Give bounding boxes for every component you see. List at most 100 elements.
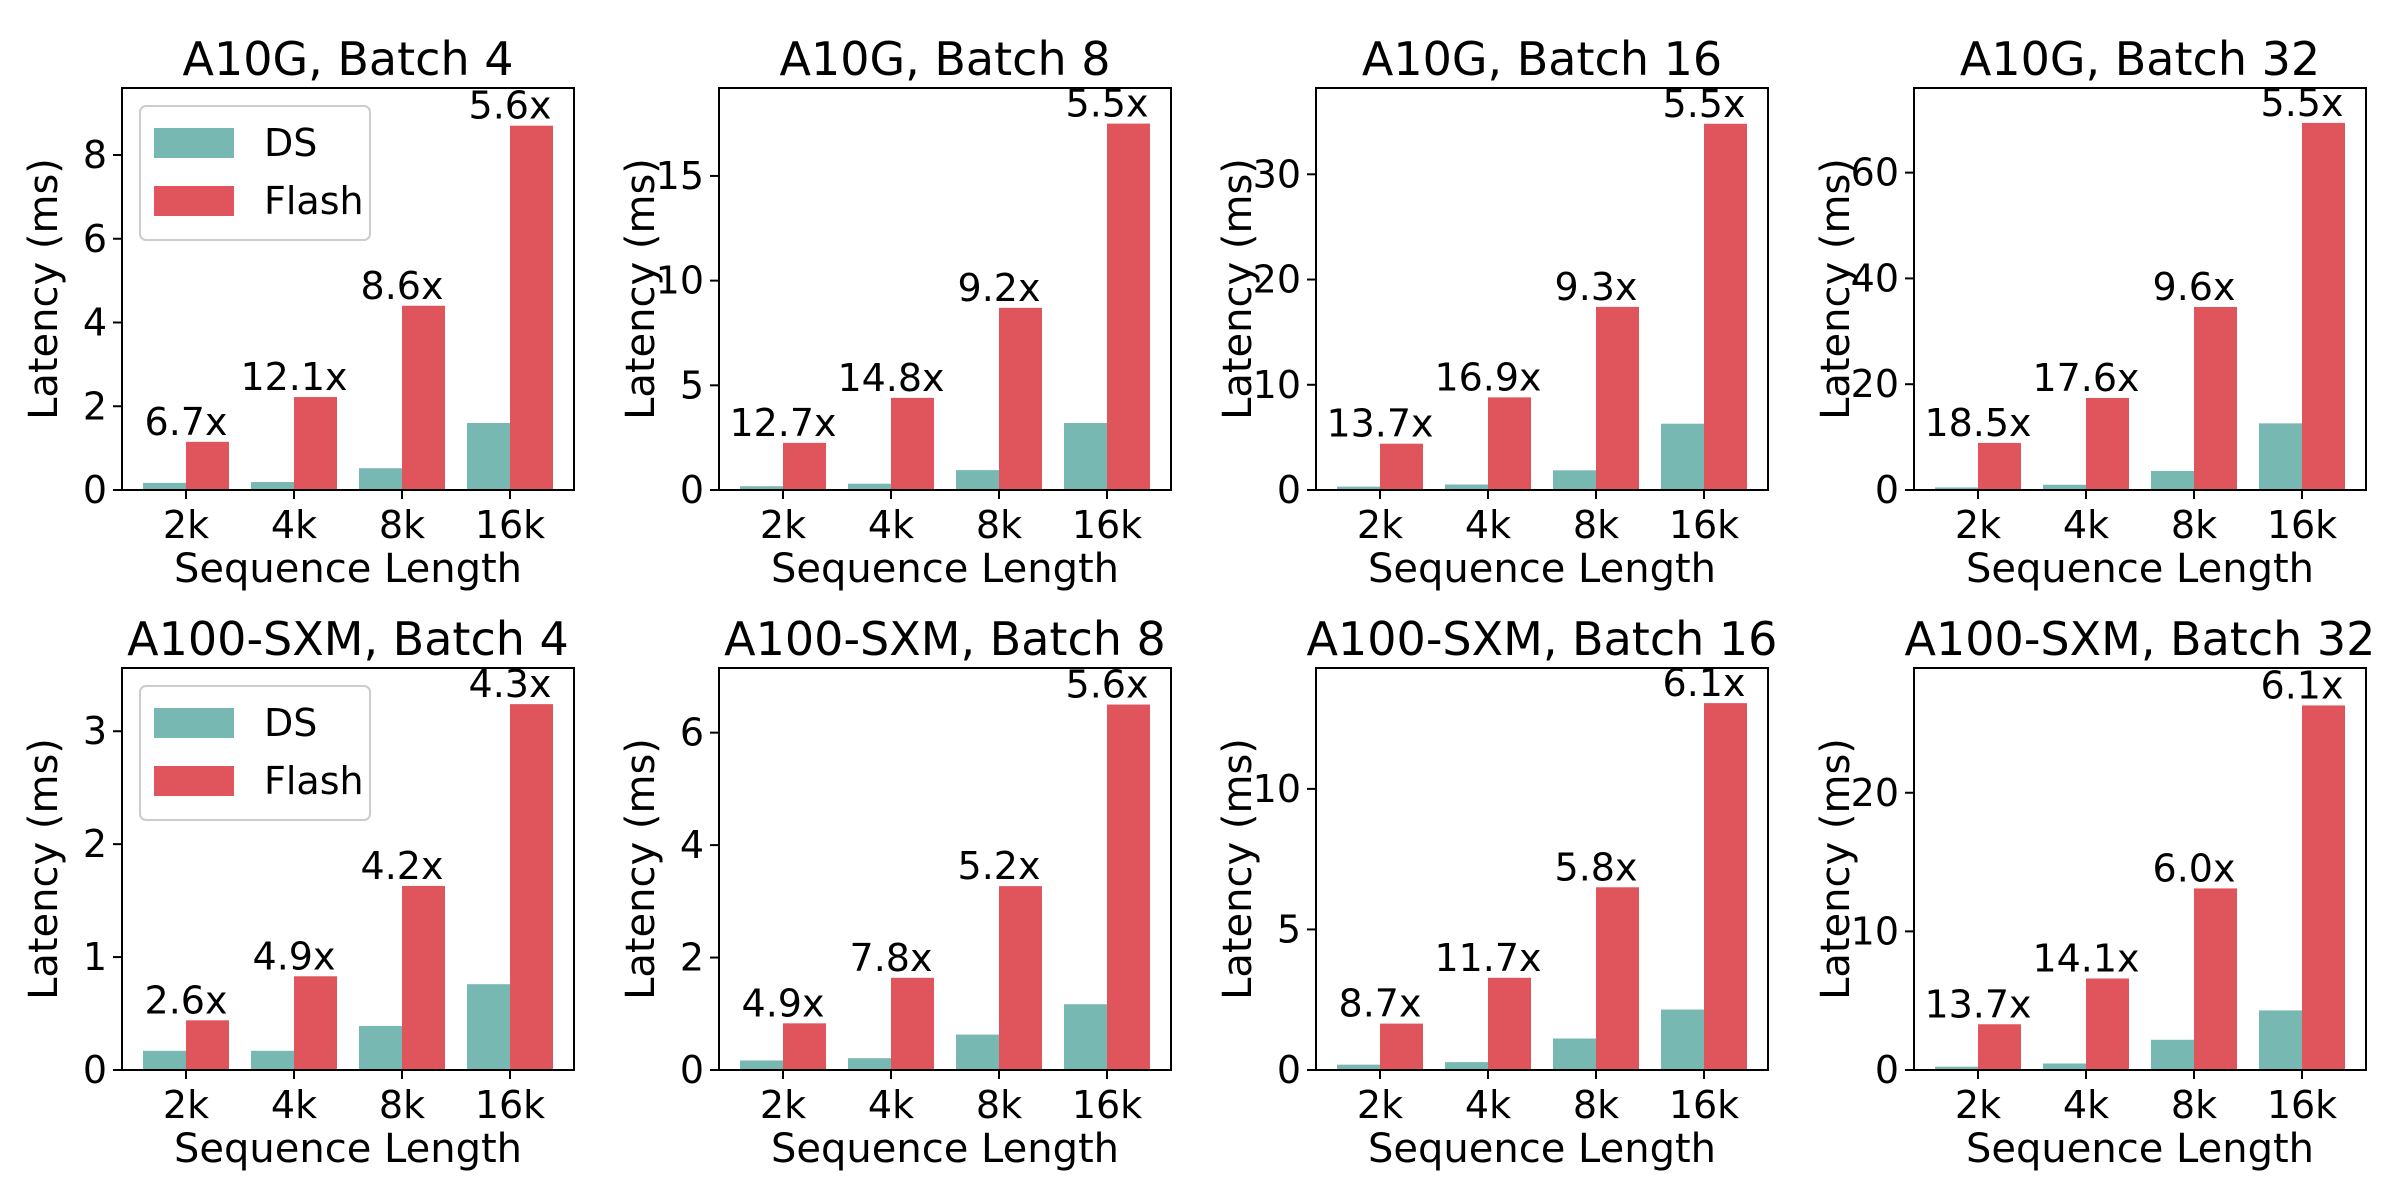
bar-flash (1107, 123, 1150, 490)
chart-panel: 18.5x2k17.6x4k9.6x8k5.5x16k0204060A10G, … (1813, 32, 2367, 592)
plot-frame (1913, 87, 2367, 491)
bar-flash (2194, 888, 2237, 1070)
bar-flash (186, 1020, 229, 1070)
y-tick-label: 1 (83, 935, 107, 979)
bar-ds (1553, 470, 1596, 490)
bar-ds (1064, 1004, 1107, 1070)
speedup-label: 4.9x (742, 981, 825, 1025)
plot-frame (718, 667, 1172, 1071)
y-tick-label: 10 (1851, 909, 1899, 953)
bar-ds (848, 1058, 891, 1070)
bar-flash (1704, 123, 1747, 491)
plot-frame (1913, 667, 2367, 1071)
bar-flash (891, 397, 934, 490)
y-axis-label: Latency (ms) (21, 738, 67, 1000)
plot-frame (121, 667, 575, 1071)
y-axis-label: Latency (ms) (618, 738, 664, 1000)
speedup-label: 7.8x (850, 936, 933, 980)
panel-title: A100-SXM, Batch 4 (127, 612, 569, 666)
bar-ds (251, 482, 294, 490)
x-axis-label: Sequence Length (1368, 1126, 1716, 1172)
bar-ds (2151, 470, 2194, 490)
speedup-label: 5.6x (1066, 663, 1149, 707)
chart-panel: 13.7x 2k 14.1x 4k 6.0x 8k 6.1x 16k 0 10 20 A100-SXM… (1813, 612, 2375, 1172)
x-axis-label: Sequence Length (1966, 546, 2314, 592)
speedup-label: 5.8x (1555, 845, 1638, 889)
bar-flash (402, 305, 445, 490)
x-tick-label: 2k (1955, 503, 2001, 547)
y-axis-label: Latency (ms) (1215, 158, 1261, 420)
bar-flash (1596, 306, 1639, 490)
y-tick-label: 0 (1875, 468, 1899, 512)
bar-ds (143, 1050, 186, 1070)
x-axis-label: Sequence Length (174, 546, 522, 592)
plot-frame (718, 87, 1172, 491)
bar-ds (1553, 1038, 1596, 1070)
y-tick-label: 60 (1851, 151, 1899, 195)
x-axis-label: Sequence Length (771, 1126, 1119, 1172)
bar-ds (1661, 423, 1704, 490)
x-tick-label: 2k (1357, 503, 1403, 547)
x-tick-label: 2k (1357, 1083, 1403, 1127)
bar-flash (1488, 397, 1531, 490)
y-tick-label: 0 (680, 468, 704, 512)
y-tick-label: 8 (83, 133, 107, 177)
plot-frame (1315, 667, 1769, 1071)
x-tick-label: 8k (1573, 1083, 1619, 1127)
speedup-label: 14.8x (837, 356, 944, 400)
bar-ds (2259, 423, 2302, 490)
speedup-label: 9.2x (958, 266, 1041, 310)
bar-flash (2302, 705, 2345, 1070)
x-tick-label: 4k (1465, 503, 1511, 547)
bar-flash (1380, 443, 1423, 490)
speedup-label: 16.9x (1434, 355, 1541, 399)
bar-ds (1445, 1062, 1488, 1070)
bar-ds (956, 1034, 999, 1070)
x-tick-label: 8k (1573, 503, 1619, 547)
y-tick-label: 5 (680, 363, 704, 407)
speedup-label: 6.0x (2153, 846, 2236, 890)
chart-panel: 13.7x 2k 16.9x 4k 9.3x 8k 5.5x 16k 0 10 20 30 A10G, … (1215, 32, 1769, 592)
speedup-label: 18.5x (1924, 401, 2031, 445)
x-tick-label: 4k (868, 1083, 914, 1127)
y-tick-label: 10 (1253, 767, 1301, 811)
speedup-label: 5.5x (1663, 82, 1746, 126)
speedup-label: 2.6x (145, 978, 228, 1022)
x-tick-label: 8k (976, 1083, 1022, 1127)
bar-flash (294, 397, 337, 490)
y-tick-label: 15 (656, 154, 704, 198)
y-tick-label: 2 (680, 936, 704, 980)
x-tick-label: 4k (271, 503, 317, 547)
y-tick-label: 10 (656, 259, 704, 303)
x-tick-label: 16k (1669, 1083, 1739, 1127)
legend-label-flash: Flash (264, 759, 364, 803)
legend-label-ds: DS (264, 701, 317, 745)
bar-flash (1704, 703, 1747, 1070)
speedup-label: 5.6x (469, 84, 552, 128)
bar-ds (467, 423, 510, 490)
y-axis-label: Latency (ms) (618, 158, 664, 420)
x-tick-label: 4k (271, 1083, 317, 1127)
bar-flash (1978, 1024, 2021, 1070)
bar-ds (848, 483, 891, 490)
x-axis-label: Sequence Length (1368, 546, 1716, 592)
y-tick-label: 2 (83, 822, 107, 866)
legend-swatch-ds (154, 128, 234, 158)
speedup-label: 8.6x (361, 264, 444, 308)
y-tick-label: 4 (83, 301, 107, 345)
y-tick-label: 40 (1851, 256, 1899, 300)
bar-flash (1107, 704, 1150, 1070)
bar-ds (956, 470, 999, 490)
plot-frame (1315, 87, 1769, 491)
legend-label-ds: DS (264, 121, 317, 165)
bar-flash (186, 441, 229, 490)
speedup-label: 17.6x (2032, 356, 2139, 400)
bar-flash (510, 125, 553, 490)
x-tick-label: 8k (379, 1083, 425, 1127)
x-tick-label: 2k (760, 503, 806, 547)
bar-ds (1661, 1009, 1704, 1070)
y-axis-label: Latency (ms) (21, 158, 67, 420)
bar-flash (999, 886, 1042, 1070)
speedup-label: 9.6x (2153, 265, 2236, 309)
